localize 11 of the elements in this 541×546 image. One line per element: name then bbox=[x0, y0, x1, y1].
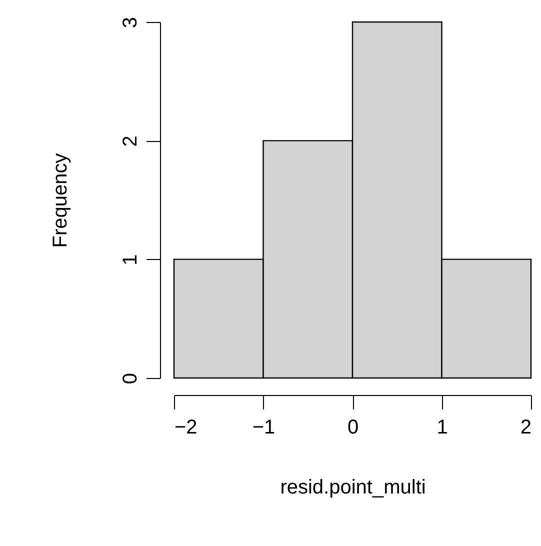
y-tick-label: 3 bbox=[120, 16, 142, 28]
x-tick-label: 1 bbox=[436, 416, 448, 438]
x-tick-label: 2 bbox=[520, 416, 532, 438]
y-axis-title: Frequency bbox=[50, 153, 72, 248]
x-tick-label: −2 bbox=[174, 416, 198, 438]
y-tick-label: 1 bbox=[120, 254, 142, 266]
y-tick-label: 2 bbox=[120, 136, 142, 147]
x-tick-label: 0 bbox=[347, 416, 359, 438]
x-axis-title: resid.point_multi bbox=[280, 476, 426, 498]
x-tick-label: −1 bbox=[252, 416, 276, 438]
y-tick-label: 0 bbox=[120, 372, 142, 384]
